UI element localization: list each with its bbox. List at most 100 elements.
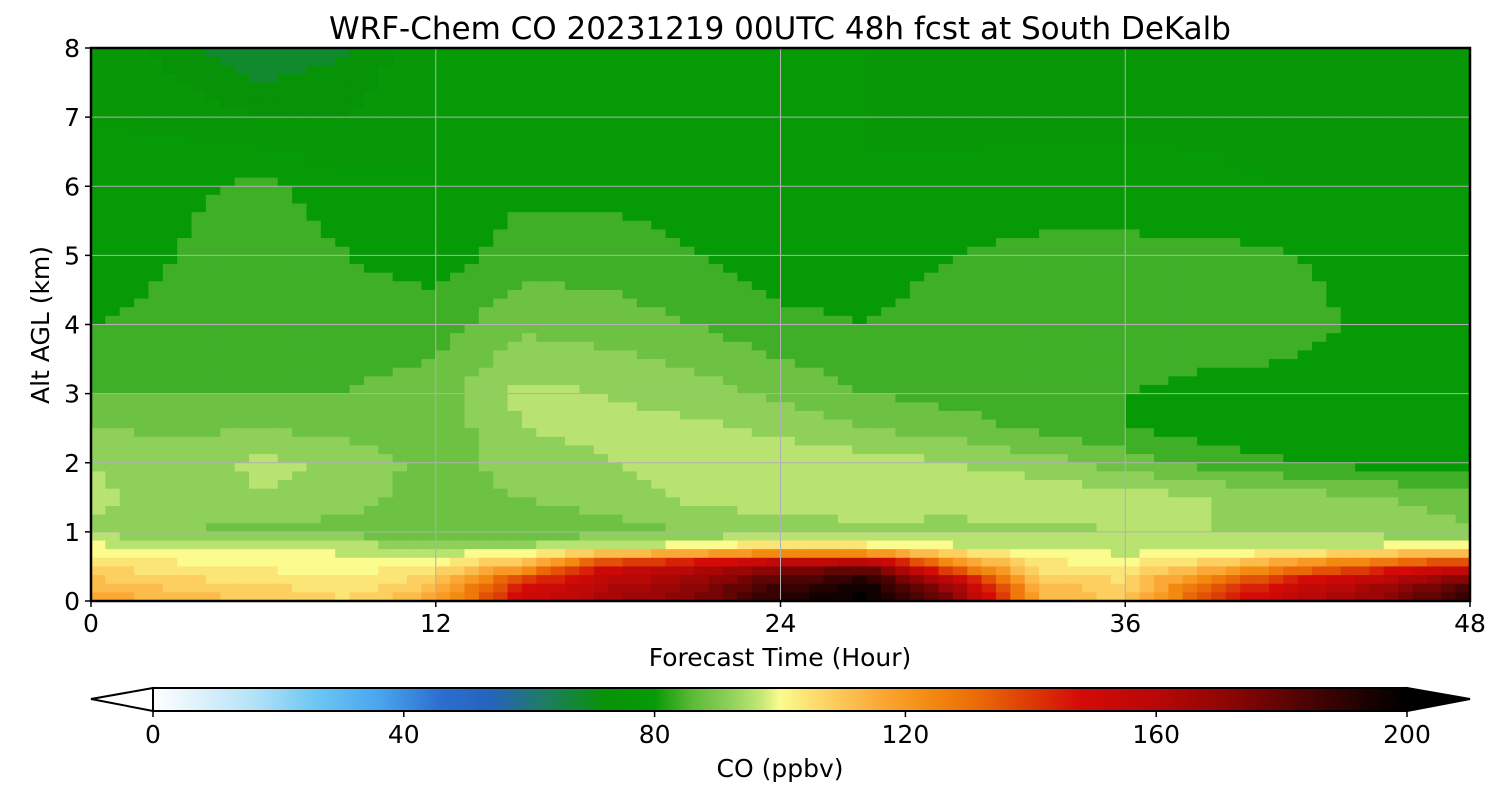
heatmap-cell xyxy=(924,410,940,421)
heatmap-cell xyxy=(924,462,940,472)
heatmap-cell xyxy=(1398,186,1414,196)
heatmap-cell xyxy=(521,168,537,179)
heatmap-cell xyxy=(1326,445,1342,455)
heatmap-cell xyxy=(1168,350,1184,360)
heatmap-cell xyxy=(1355,324,1371,334)
heatmap-cell xyxy=(1455,462,1471,472)
heatmap-cell xyxy=(679,393,695,403)
heatmap-cell xyxy=(1053,428,1069,438)
heatmap-cell xyxy=(464,151,480,161)
heatmap-cell xyxy=(1039,471,1055,481)
heatmap-cell xyxy=(751,194,767,205)
heatmap-cell xyxy=(450,177,466,187)
heatmap-cell xyxy=(1139,65,1155,75)
heatmap-cell xyxy=(119,134,135,144)
heatmap-cell xyxy=(1455,143,1471,153)
heatmap-cell xyxy=(550,125,566,136)
heatmap-cell xyxy=(148,194,164,205)
heatmap-cell xyxy=(794,143,810,153)
heatmap-cell xyxy=(1067,454,1083,464)
heatmap-cell xyxy=(550,246,566,256)
heatmap-cell xyxy=(421,186,437,196)
heatmap-cell xyxy=(1211,324,1227,334)
heatmap-cell xyxy=(1355,272,1371,282)
heatmap-cell xyxy=(924,160,940,170)
heatmap-cell xyxy=(320,445,336,455)
heatmap-cell xyxy=(708,359,724,369)
heatmap-cell xyxy=(895,315,911,326)
heatmap-cell xyxy=(995,134,1011,144)
heatmap-cell xyxy=(205,367,221,377)
heatmap-cell xyxy=(292,48,308,58)
heatmap-cell xyxy=(220,376,236,386)
heatmap-cell xyxy=(91,56,106,66)
heatmap-cell xyxy=(220,48,236,58)
heatmap-cell xyxy=(1168,359,1184,369)
heatmap-cell xyxy=(205,307,221,317)
heatmap-cell xyxy=(105,177,121,187)
heatmap-cell xyxy=(938,333,954,343)
heatmap-cell xyxy=(766,134,782,144)
heatmap-cell xyxy=(306,445,322,455)
heatmap-cell xyxy=(1369,402,1385,412)
heatmap-cell xyxy=(1240,333,1256,343)
heatmap-cell xyxy=(952,419,968,429)
heatmap-cell xyxy=(435,436,451,447)
heatmap-cell xyxy=(263,73,279,84)
heatmap-cell xyxy=(220,359,236,369)
heatmap-cell xyxy=(780,143,796,153)
heatmap-cell xyxy=(1225,56,1241,66)
heatmap-cell xyxy=(234,488,250,498)
heatmap-cell xyxy=(134,359,150,369)
heatmap-cell xyxy=(1225,194,1241,205)
heatmap-cell xyxy=(751,73,767,84)
heatmap-cell xyxy=(464,419,480,429)
heatmap-cell xyxy=(349,117,365,127)
heatmap-cell xyxy=(780,220,796,231)
heatmap-cell xyxy=(1182,272,1198,282)
heatmap-cell xyxy=(651,333,667,343)
heatmap-cell xyxy=(335,384,351,395)
heatmap-cell xyxy=(895,143,911,153)
heatmap-cell xyxy=(1355,151,1371,161)
heatmap-cell xyxy=(205,402,221,412)
heatmap-cell xyxy=(134,315,150,326)
heatmap-cell xyxy=(881,82,897,92)
heatmap-cell xyxy=(794,220,810,231)
heatmap-cell xyxy=(1283,471,1299,481)
heatmap-cell xyxy=(766,350,782,360)
heatmap-cell xyxy=(493,436,509,447)
heatmap-cell xyxy=(91,194,106,205)
heatmap-cell xyxy=(622,359,638,369)
heatmap-cell xyxy=(1412,134,1428,144)
heatmap-cell xyxy=(751,367,767,377)
heatmap-cell xyxy=(363,384,379,395)
heatmap-cell xyxy=(780,108,796,118)
heatmap-cell xyxy=(1053,445,1069,455)
heatmap-cell xyxy=(967,462,983,472)
heatmap-cell xyxy=(1369,82,1385,92)
heatmap-cell xyxy=(1441,436,1457,447)
heatmap-cell xyxy=(1110,238,1126,248)
heatmap-cell xyxy=(91,220,106,231)
heatmap-cell xyxy=(665,367,681,377)
heatmap-cell xyxy=(550,238,566,248)
heatmap-cell xyxy=(579,367,595,377)
heatmap-cell xyxy=(1311,246,1327,256)
heatmap-cell xyxy=(909,177,925,187)
heatmap-cell xyxy=(91,125,106,136)
heatmap-cell xyxy=(521,419,537,429)
heatmap-cell xyxy=(1455,359,1471,369)
heatmap-cell xyxy=(335,480,351,490)
heatmap-cell xyxy=(1096,272,1112,282)
heatmap-cell xyxy=(1225,203,1241,213)
heatmap-cell xyxy=(407,255,422,265)
heatmap-cell xyxy=(205,324,221,334)
heatmap-cell xyxy=(794,367,810,377)
heatmap-cell xyxy=(694,177,710,187)
heatmap-cell xyxy=(1240,255,1256,265)
heatmap-cell xyxy=(335,462,351,472)
heatmap-cell xyxy=(981,428,997,438)
heatmap-cell xyxy=(119,393,135,403)
heatmap-cell xyxy=(1441,134,1457,144)
